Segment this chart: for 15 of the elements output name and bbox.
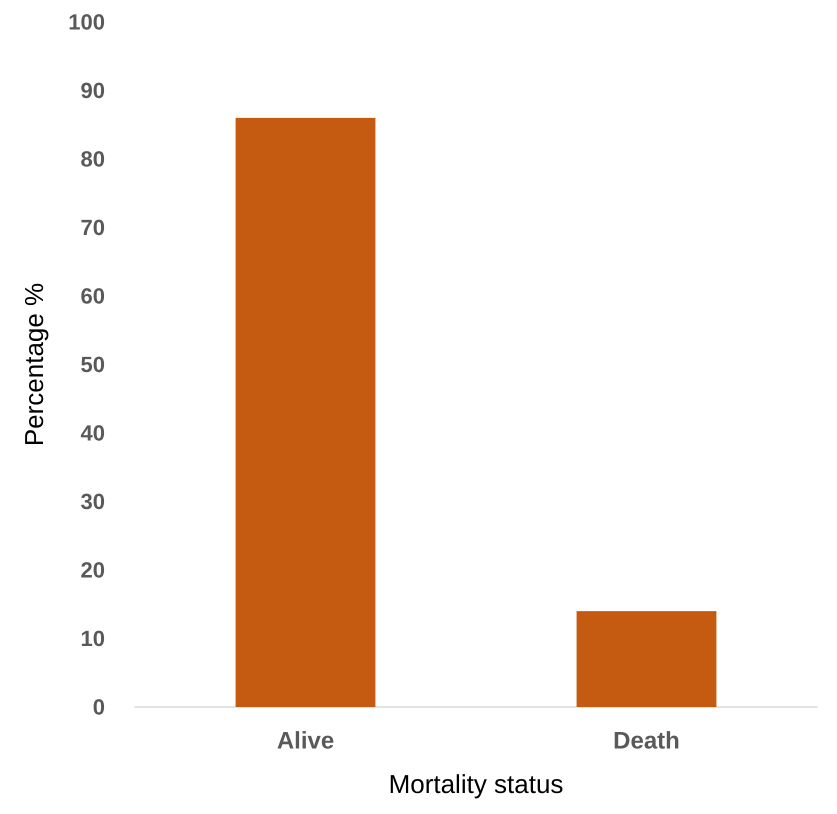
x-tick-label: Alive — [276, 728, 334, 754]
y-tick-label: 30 — [80, 489, 105, 514]
y-tick-label: 20 — [80, 558, 105, 582]
x-tick-label: Death — [613, 728, 680, 754]
x-axis-title: Mortality status — [388, 769, 564, 799]
y-tick-label: 90 — [80, 78, 105, 103]
y-tick-label: 100 — [68, 10, 105, 34]
y-tick-label: 60 — [80, 284, 105, 308]
y-tick-label: 0 — [92, 694, 105, 720]
y-tick-label: 40 — [80, 420, 105, 446]
y-tick-label: 80 — [80, 146, 105, 172]
y-axis-title: Percentage % — [19, 282, 49, 446]
y-tick-label: 10 — [80, 626, 105, 651]
y-tick-label: 50 — [80, 352, 105, 377]
y-tick-label: 70 — [80, 215, 105, 240]
